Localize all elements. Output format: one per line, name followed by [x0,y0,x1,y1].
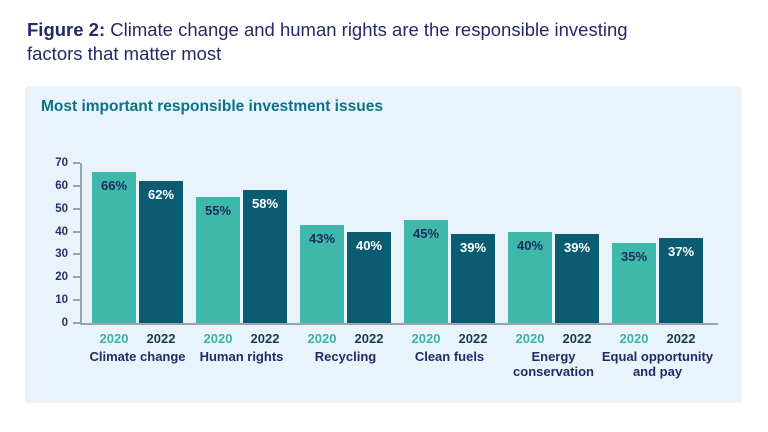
bar-2020-equal-opportunity-and-pay: 35% [612,243,656,323]
value-label: 62% [147,187,175,202]
year-labels: 2020 2022 [385,331,515,346]
bar-2022-climate-change: 62% [139,181,183,323]
year-label-2022: 2022 [562,331,592,346]
chart-title: Most important responsible investment is… [41,98,383,115]
group-footer: 2020 2022 Equal opportunity and pay [593,331,723,379]
value-label: 40% [516,238,544,253]
year-label-2020: 2020 [203,331,233,346]
year-label-2020: 2020 [411,331,441,346]
bar-chart: 0 10 20 30 40 50 60 70 66% 62% 2020 2022 Climate ch… [55,157,722,378]
group-footer: 2020 2022 Climate change [73,331,203,365]
year-label-2022: 2022 [146,331,176,346]
value-label: 37% [667,244,695,259]
y-tick-label: 40 [55,225,68,238]
year-labels: 2020 2022 [177,331,307,346]
bar-group-recycling: 43% 40% 2020 2022 Recycling [300,225,391,364]
category-label: Recycling [314,349,377,364]
y-tick [73,322,80,324]
value-label: 39% [563,240,591,255]
y-axis-line [80,163,82,325]
year-label-2020: 2020 [515,331,545,346]
value-label: 45% [412,226,440,241]
figure-title: Figure 2: Climate change and human right… [27,18,628,66]
y-tick-label: 60 [55,179,68,192]
y-tick-label: 10 [55,293,68,306]
bar-2020-climate-change: 66% [92,172,136,323]
bar-group-equal-opportunity-and-pay: 35% 37% 2020 2022 Equal opportunity and pay [602,238,713,378]
y-tick [73,184,80,187]
y-tick-label: 30 [55,248,68,261]
value-label: 58% [251,196,279,211]
figure-title-line2: factors that matter most [27,43,222,64]
category-label: Energy conservation [513,349,594,379]
bar-groups: 66% 62% 2020 2022 Climate change 55% 58% 2020 20… [89,172,713,378]
group-footer: 2020 2022 Clean fuels [385,331,515,365]
value-label: 55% [204,203,232,218]
value-label: 39% [459,240,487,255]
year-labels: 2020 2022 [593,331,723,346]
y-tick [73,230,80,233]
year-label-2022: 2022 [250,331,280,346]
bar-2022-recycling: 40% [347,232,391,323]
bar-group-clean-fuels: 45% 39% 2020 2022 Clean fuels [404,220,495,364]
bar-group-climate-change: 66% 62% 2020 2022 Climate change [89,172,186,364]
y-tick [73,253,80,256]
figure-label: Figure 2: [27,19,106,40]
group-footer: 2020 2022 Human rights [177,331,307,365]
year-label-2022: 2022 [666,331,696,346]
y-tick [73,276,80,279]
year-label-2020: 2020 [307,331,337,346]
x-axis-line [80,323,718,325]
category-label: Clean fuels [414,349,485,364]
bar-2022-clean-fuels: 39% [451,234,495,323]
year-label-2020: 2020 [619,331,649,346]
bar-2020-clean-fuels: 45% [404,220,448,323]
year-labels: 2020 2022 [489,331,619,346]
bar-2020-energy-conservation: 40% [508,232,552,323]
year-labels: 2020 2022 [73,331,203,346]
category-label: Human rights [199,349,284,364]
figure-title-line1: Figure 2: Climate change and human right… [27,19,628,40]
value-label: 35% [620,249,648,264]
chart-panel: Most important responsible investment is… [25,86,742,403]
category-label: Equal opportunity and pay [601,349,714,379]
category-label: Climate change [89,349,186,364]
year-label-2022: 2022 [354,331,384,346]
year-label-2022: 2022 [458,331,488,346]
bar-group-human-rights: 55% 58% 2020 2022 Human rights [196,190,287,364]
y-tick-label: 70 [55,156,68,169]
y-tick [73,299,80,302]
figure-title-text: Climate change and human rights are the … [105,19,628,40]
value-label: 66% [100,178,128,193]
bar-2020-recycling: 43% [300,225,344,323]
y-tick-label: 50 [55,202,68,215]
bar-2022-equal-opportunity-and-pay: 37% [659,238,703,323]
value-label: 40% [355,238,383,253]
y-tick [73,162,80,164]
bar-2022-energy-conservation: 39% [555,234,599,323]
year-labels: 2020 2022 [281,331,411,346]
bar-group-energy-conservation: 40% 39% 2020 2022 Energy conservation [508,232,599,378]
bar-2020-human-rights: 55% [196,197,240,323]
year-label-2020: 2020 [99,331,129,346]
y-tick [73,207,80,210]
bar-2022-human-rights: 58% [243,190,287,323]
value-label: 43% [308,231,336,246]
group-footer: 2020 2022 Energy conservation [489,331,619,379]
y-tick-label: 0 [61,316,68,329]
y-tick-label: 20 [55,271,68,284]
group-footer: 2020 2022 Recycling [281,331,411,365]
